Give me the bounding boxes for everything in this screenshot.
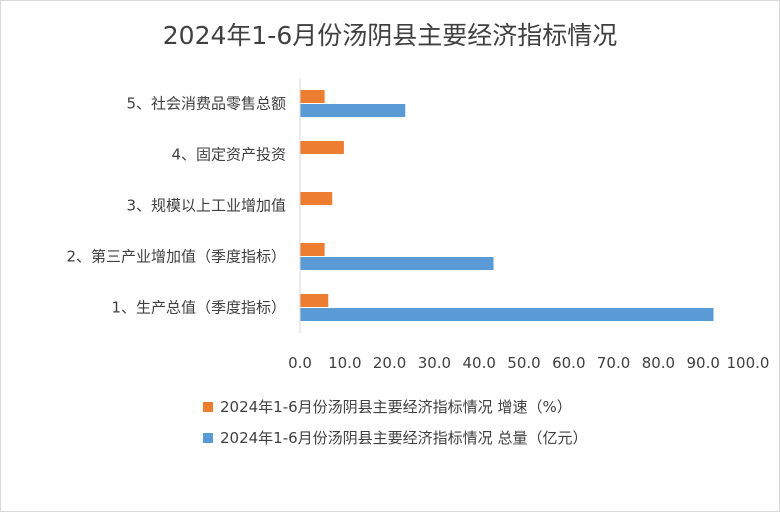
- x-tick-label: 80.0: [642, 354, 675, 372]
- x-tick-label: 10.0: [328, 354, 361, 372]
- legend-swatch: [203, 402, 213, 412]
- legend: 2024年1-6月份汤阴县主要经济指标情况 增速（%） 2024年1-6月份汤阴县…: [203, 396, 623, 458]
- chart-title: 2024年1-6月份汤阴县主要经济指标情况: [162, 21, 618, 50]
- legend-item-total: 2024年1-6月份汤阴县主要经济指标情况 总量（亿元）: [203, 427, 623, 449]
- legend-swatch: [203, 433, 213, 443]
- bars: [300, 90, 714, 321]
- category-label: 5、社会消费品零售总额: [126, 95, 286, 113]
- bar-growth-rate: [300, 141, 344, 154]
- category-label: 3、规模以上工业增加值: [126, 197, 286, 215]
- x-tick-label: 70.0: [597, 354, 630, 372]
- bar-total: [300, 104, 406, 117]
- bar-growth-rate: [300, 243, 325, 256]
- category-labels: 1、生产总值（季度指标） 2、第三产业增加值（季度指标） 3、规模以上工业增加值 4、…: [66, 95, 286, 317]
- x-tick-label: 90.0: [686, 354, 719, 372]
- x-tick-label: 50.0: [507, 354, 540, 372]
- bar-growth-rate: [300, 192, 333, 205]
- x-tick-label: 100.0: [727, 354, 770, 372]
- bar-growth-rate: [300, 294, 329, 307]
- legend-label: 2024年1-6月份汤阴县主要经济指标情况 总量（亿元）: [220, 429, 588, 447]
- legend-label: 2024年1-6月份汤阴县主要经济指标情况 增速（%）: [220, 398, 572, 416]
- x-tick-label: 20.0: [373, 354, 406, 372]
- x-tick-label: 30.0: [418, 354, 451, 372]
- bar-total: [300, 308, 714, 321]
- legend-item-growth-rate: 2024年1-6月份汤阴县主要经济指标情况 增速（%）: [203, 396, 623, 418]
- bar-total: [300, 257, 494, 270]
- x-tick-label: 40.0: [462, 354, 495, 372]
- x-tick-label: 0.0: [288, 354, 312, 372]
- category-label: 2、第三产业增加值（季度指标）: [66, 248, 286, 266]
- category-label: 1、生产总值（季度指标）: [111, 299, 286, 317]
- bar-growth-rate: [300, 90, 325, 103]
- x-tick-label: 60.0: [552, 354, 585, 372]
- category-label: 4、固定资产投资: [171, 146, 286, 164]
- value-axis-tick-labels: 0.0 10.0 20.0 30.0 40.0 50.0 60.0 70.0 80.0 90.0 1…: [288, 354, 769, 372]
